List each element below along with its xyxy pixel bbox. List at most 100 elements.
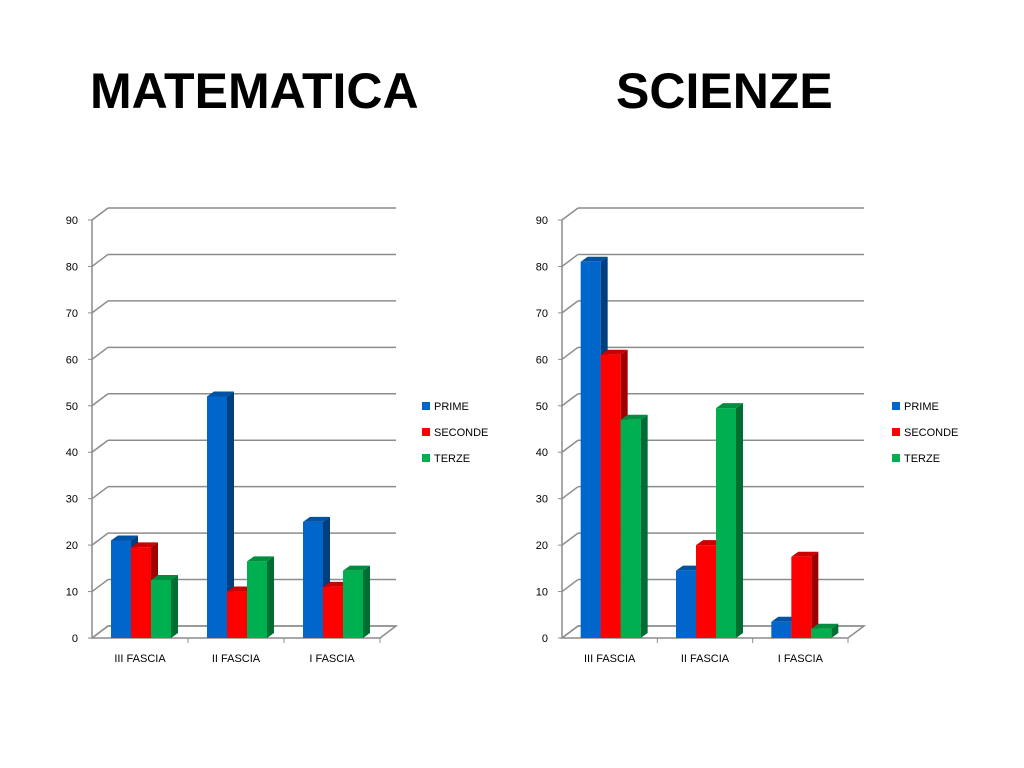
bar-terze-i-fascia <box>811 623 839 638</box>
bar-side <box>736 403 743 638</box>
gridline-diagonal <box>91 578 109 593</box>
x-tick-label: II FASCIA <box>681 653 730 665</box>
chart-title-scienze: SCIENZE <box>616 63 833 119</box>
bar-front <box>620 419 641 638</box>
y-tick-label: 20 <box>66 540 78 552</box>
bar-seconde-i-fascia <box>791 551 819 638</box>
legend-label-prime: PRIME <box>904 401 939 413</box>
bar-front <box>323 586 343 638</box>
bar-side <box>640 414 648 638</box>
bar-top <box>247 556 274 562</box>
bar-side <box>831 623 839 638</box>
bar-front <box>716 408 736 638</box>
gridline-diagonal <box>561 439 579 453</box>
bar-side <box>171 574 178 638</box>
bar-front <box>696 545 716 638</box>
gridline-diagonal <box>91 486 109 500</box>
bar-prime-ii-fascia <box>207 391 234 638</box>
y-tick-label: 0 <box>542 633 548 645</box>
legend-swatch-seconde <box>892 428 900 436</box>
gridline-diagonal <box>561 532 579 546</box>
gridline-diagonal <box>91 300 109 314</box>
gridline-diagonal <box>561 393 579 407</box>
x-tick-label: II FASCIA <box>212 653 261 665</box>
bar-front <box>303 521 323 638</box>
y-tick-label: 50 <box>536 401 548 413</box>
bar-top <box>791 551 819 557</box>
bar-top <box>600 349 628 355</box>
bar-side <box>227 391 234 638</box>
y-tick-label: 80 <box>66 261 78 273</box>
bar-top <box>131 542 158 548</box>
gridline-diagonal <box>91 253 109 268</box>
x-tick-label: I FASCIA <box>778 653 824 665</box>
x-tick-label: III FASCIA <box>584 653 636 665</box>
bar-front <box>676 570 696 638</box>
bar-top <box>207 391 234 397</box>
gridline-diagonal <box>561 578 579 593</box>
y-tick-label: 10 <box>66 587 78 599</box>
bar-front <box>771 621 792 638</box>
y-tick-label: 60 <box>66 354 78 366</box>
legend-swatch-prime <box>892 402 900 410</box>
gridline-diagonal <box>561 253 579 268</box>
y-tick-label: 90 <box>536 215 548 227</box>
bar-top <box>716 403 743 409</box>
y-tick-label: 40 <box>66 447 78 459</box>
x-tick-label: I FASCIA <box>309 653 355 665</box>
bar-top <box>811 623 839 629</box>
y-tick-label: 10 <box>536 587 548 599</box>
y-tick-label: 50 <box>66 401 78 413</box>
gridline-diagonal <box>561 207 579 221</box>
bar-top <box>111 535 138 541</box>
gridline-diagonal <box>561 346 579 360</box>
gridline-diagonal <box>91 207 109 221</box>
y-tick-label: 60 <box>536 354 548 366</box>
y-tick-label: 80 <box>536 261 548 273</box>
bar-front <box>791 556 812 638</box>
gridline-diagonal <box>561 300 579 314</box>
bar-front <box>207 396 227 638</box>
bar-terze-i-fascia <box>343 565 370 638</box>
bar-terze-iii-fascia <box>620 414 648 638</box>
gridline-diagonal <box>91 393 109 407</box>
y-tick-label: 70 <box>536 308 548 320</box>
y-tick-label: 0 <box>72 633 78 645</box>
bar-front <box>111 540 131 638</box>
y-tick-label: 30 <box>66 494 78 506</box>
bar-top <box>620 414 648 420</box>
bar-top <box>343 565 370 571</box>
bar-front <box>600 354 621 638</box>
chart-title-matematica: MATEMATICA <box>90 63 419 119</box>
legend-swatch-seconde <box>422 428 430 436</box>
y-tick-label: 20 <box>536 540 548 552</box>
legend-label-terze: TERZE <box>904 453 940 465</box>
bar-side <box>267 556 274 638</box>
gridline-diagonal <box>91 439 109 453</box>
bar-top <box>303 516 330 522</box>
bar-side <box>811 551 819 638</box>
legend-swatch-terze <box>892 454 900 462</box>
legend-swatch-terze <box>422 454 430 462</box>
legend-label-seconde: SECONDE <box>434 427 488 439</box>
y-tick-label: 70 <box>66 308 78 320</box>
bar-front <box>343 570 363 638</box>
gridline-diagonal <box>561 486 579 500</box>
x-tick-label: III FASCIA <box>114 653 166 665</box>
bar-terze-ii-fascia <box>716 403 743 638</box>
y-tick-label: 30 <box>536 494 548 506</box>
legend-label-prime: PRIME <box>434 401 469 413</box>
bar-front <box>131 547 151 638</box>
bar-front <box>227 591 247 638</box>
bar-front <box>580 261 601 638</box>
legend-label-seconde: SECONDE <box>904 427 958 439</box>
bar-front <box>151 579 171 638</box>
legend-swatch-prime <box>422 402 430 410</box>
bar-terze-ii-fascia <box>247 556 274 638</box>
gridline-diagonal <box>91 346 109 360</box>
gridline-diagonal <box>91 532 109 546</box>
bar-top <box>580 256 608 262</box>
bar-side <box>363 565 370 638</box>
y-tick-label: 90 <box>66 215 78 227</box>
